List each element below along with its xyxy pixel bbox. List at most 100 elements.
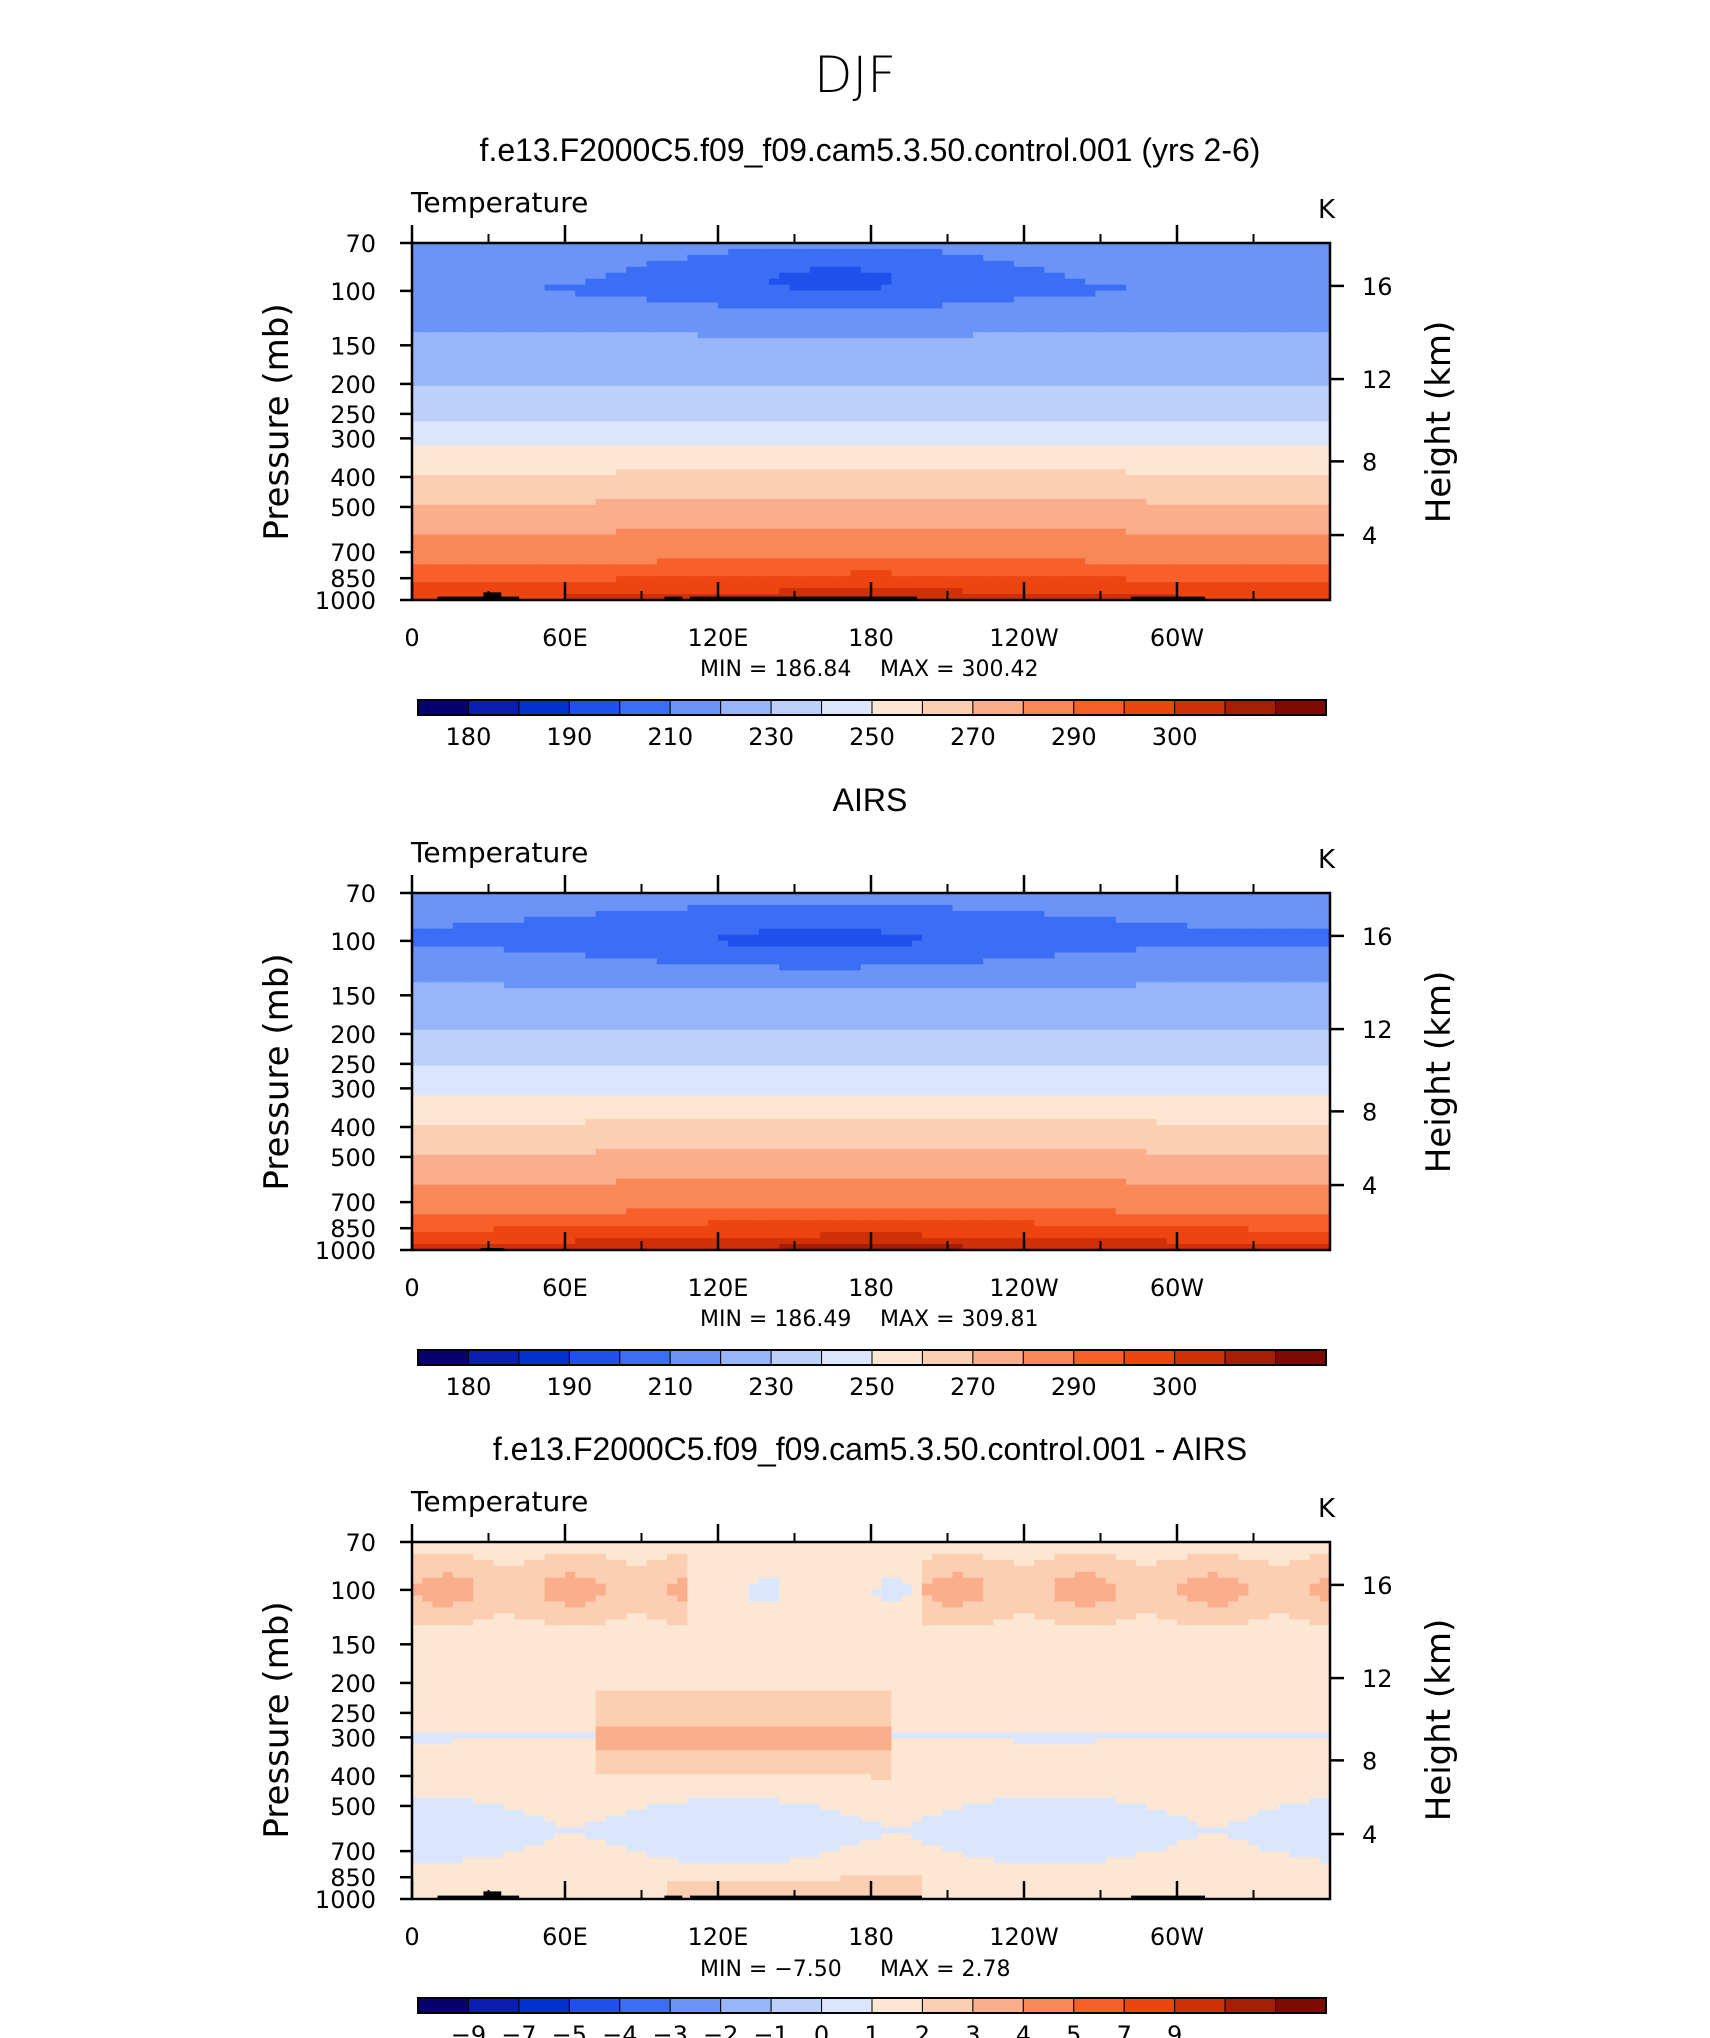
contour-cell xyxy=(830,320,841,327)
contour-cell xyxy=(840,291,851,298)
contour-cell xyxy=(708,410,719,417)
contour-cell xyxy=(769,297,780,304)
contour-cell xyxy=(871,422,882,429)
contour-cell xyxy=(912,267,923,274)
contour-cell xyxy=(1228,249,1239,256)
contour-cell xyxy=(1065,457,1076,464)
contour-cell xyxy=(596,356,607,363)
contour-cell xyxy=(902,463,913,470)
contour-cell xyxy=(779,422,790,429)
contour-cell xyxy=(606,404,617,411)
contour-cell xyxy=(789,386,800,393)
contour-cell xyxy=(1269,356,1280,363)
contour-cell xyxy=(851,291,862,298)
contour-cell xyxy=(963,427,974,434)
contour-cell xyxy=(555,362,566,369)
contour-cell xyxy=(636,320,647,327)
contour-cell xyxy=(422,255,433,262)
contour-cell xyxy=(545,267,556,274)
contour-cell xyxy=(565,255,576,262)
contour-cell xyxy=(1279,285,1290,292)
contour-cell xyxy=(1085,338,1096,345)
contour-cell xyxy=(1014,255,1025,262)
contour-cell xyxy=(432,386,443,393)
contour-cell xyxy=(1228,297,1239,304)
contour-cell xyxy=(432,427,443,434)
contour-cell xyxy=(463,487,474,494)
contour-cell xyxy=(871,368,882,375)
contour-cell xyxy=(616,469,627,476)
contour-cell xyxy=(677,410,688,417)
contour-cell xyxy=(891,356,902,363)
contour-cell xyxy=(973,273,984,280)
contour-cell xyxy=(993,291,1004,298)
contour-cell xyxy=(1279,433,1290,440)
contour-cell xyxy=(1106,457,1117,464)
contour-cell xyxy=(483,392,494,399)
contour-cell xyxy=(636,362,647,369)
contour-cell xyxy=(942,368,953,375)
contour-cell xyxy=(1177,445,1188,452)
contour-cell xyxy=(810,362,821,369)
contour-cell xyxy=(1136,451,1147,458)
contour-cell xyxy=(443,308,454,315)
contour-cell xyxy=(1055,445,1066,452)
contour-cell xyxy=(1310,398,1321,405)
contour-cell xyxy=(1279,267,1290,274)
contour-cell xyxy=(483,410,494,417)
contour-cell xyxy=(1208,404,1219,411)
contour-cell xyxy=(1310,368,1321,375)
contour-cell xyxy=(483,451,494,458)
contour-cell xyxy=(463,291,474,298)
contour-cell xyxy=(861,374,872,381)
contour-cell xyxy=(524,481,535,488)
contour-cell xyxy=(881,308,892,315)
contour-cell xyxy=(1014,457,1025,464)
contour-cell xyxy=(1248,344,1259,351)
contour-cell xyxy=(1126,481,1137,488)
contour-cell xyxy=(698,261,709,268)
contour-cell xyxy=(412,487,423,494)
contour-cell xyxy=(626,320,637,327)
contour-cell xyxy=(769,380,780,387)
contour-cell xyxy=(677,463,688,470)
contour-cell xyxy=(871,410,882,417)
contour-cell xyxy=(565,427,576,434)
contour-cell xyxy=(1126,374,1137,381)
contour-cell xyxy=(453,475,464,482)
contour-cell xyxy=(636,261,647,268)
contour-cell xyxy=(1157,338,1168,345)
contour-cell xyxy=(1126,308,1137,315)
contour-cell xyxy=(1014,475,1025,482)
contour-cell xyxy=(973,320,984,327)
contour-cell xyxy=(789,273,800,280)
contour-cell xyxy=(524,308,535,315)
contour-cell xyxy=(565,344,576,351)
contour-cell xyxy=(953,416,964,423)
contour-cell xyxy=(1279,386,1290,393)
contour-cell xyxy=(453,338,464,345)
contour-cell xyxy=(1095,427,1106,434)
contour-cell xyxy=(1126,285,1137,292)
contour-cell xyxy=(453,297,464,304)
contour-cell xyxy=(1136,273,1147,280)
contour-cell xyxy=(891,433,902,440)
contour-cell xyxy=(1259,433,1270,440)
contour-cell xyxy=(942,314,953,321)
contour-cell xyxy=(1248,279,1259,286)
contour-cell xyxy=(861,303,872,310)
contour-cell xyxy=(432,380,443,387)
contour-cell xyxy=(677,255,688,262)
contour-cell xyxy=(902,469,913,476)
contour-cell xyxy=(922,291,933,298)
contour-cell xyxy=(738,469,749,476)
contour-cell xyxy=(1065,320,1076,327)
contour-cell xyxy=(504,469,515,476)
contour-cell xyxy=(1157,451,1168,458)
contour-cell xyxy=(1310,314,1321,321)
contour-cell xyxy=(1279,303,1290,310)
contour-cell xyxy=(412,451,423,458)
contour-cell xyxy=(1269,285,1280,292)
contour-cell xyxy=(1208,469,1219,476)
contour-cell xyxy=(453,350,464,357)
